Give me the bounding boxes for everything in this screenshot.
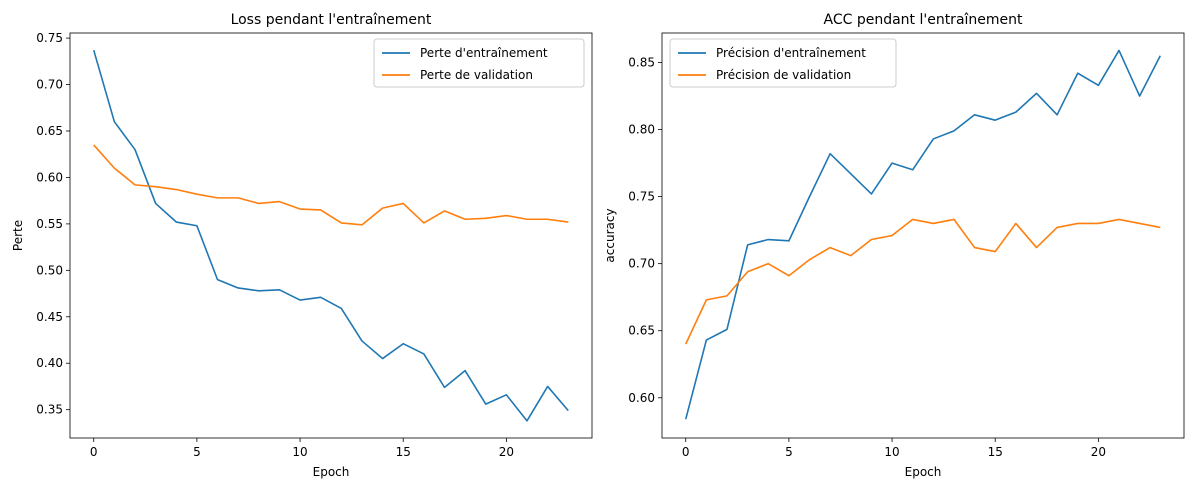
chart-title: Loss pendant l'entraînement xyxy=(231,12,432,28)
y-tick-label: 0.80 xyxy=(628,123,655,137)
y-tick-label: 0.35 xyxy=(36,403,63,417)
series-line-training xyxy=(684,49,1161,420)
series-line-validation xyxy=(685,218,1161,345)
x-tick-label: 0 xyxy=(682,445,690,459)
y-tick-label: 0.55 xyxy=(36,217,63,231)
y-tick-label: 0.65 xyxy=(36,124,63,138)
y-tick-label: 0.40 xyxy=(36,356,63,370)
x-tick-label: 20 xyxy=(499,445,514,459)
y-tick-label: 0.60 xyxy=(36,170,63,184)
x-tick-label: 10 xyxy=(884,445,899,459)
legend-entry: Précision d'entraînement xyxy=(716,46,866,60)
y-tick-label: 0.45 xyxy=(36,310,63,324)
legend-entry: Perte de validation xyxy=(420,68,533,82)
y-axis-label: accuracy xyxy=(603,208,617,262)
x-axis-label: Epoch xyxy=(905,465,942,479)
chart-title: ACC pendant l'entraînement xyxy=(823,12,1023,28)
y-tick-label: 0.75 xyxy=(628,190,655,204)
legend-box xyxy=(669,38,897,88)
y-tick-label: 0.70 xyxy=(628,257,655,271)
y-tick-label: 0.70 xyxy=(36,78,63,92)
x-tick-label: 20 xyxy=(1091,445,1106,459)
x-tick-label: 5 xyxy=(193,445,201,459)
legend-box xyxy=(373,38,585,88)
y-tick-label: 0.85 xyxy=(628,56,655,70)
series-line-training xyxy=(92,49,569,422)
legend-entry: Précision de validation xyxy=(716,68,851,82)
y-tick-label: 0.75 xyxy=(36,31,63,45)
legend-entry: Perte d'entraînement xyxy=(420,46,548,60)
x-tick-label: 10 xyxy=(292,445,307,459)
x-tick-label: 15 xyxy=(988,445,1003,459)
x-tick-label: 0 xyxy=(90,445,98,459)
legend: Précision d'entraînement Précision de val… xyxy=(669,38,897,88)
y-tick-label: 0.50 xyxy=(36,263,63,277)
y-axis-label: Perte xyxy=(11,220,25,251)
loss-chart: Loss pendant l'entraînement 0 5 10 15 20 0.35 0… xyxy=(11,12,593,479)
legend: Perte d'entraînement Perte de validation xyxy=(373,38,585,88)
plot-frame xyxy=(69,32,593,439)
accuracy-chart: ACC pendant l'entraînement 0 5 10 15 20 0.60 0.… xyxy=(603,12,1185,479)
y-tick-label: 0.60 xyxy=(628,391,655,405)
x-tick-label: 5 xyxy=(785,445,793,459)
y-tick-label: 0.65 xyxy=(628,324,655,338)
x-axis-label: Epoch xyxy=(313,465,350,479)
series-line-validation xyxy=(93,144,569,226)
x-tick-label: 15 xyxy=(396,445,411,459)
plot-frame xyxy=(661,32,1185,439)
